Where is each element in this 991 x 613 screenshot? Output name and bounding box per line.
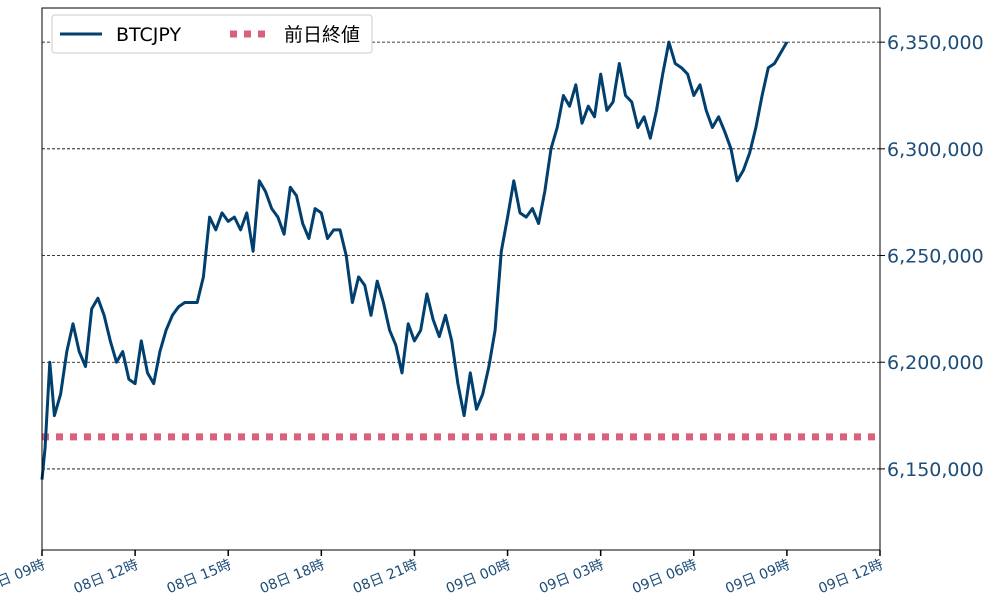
x-tick-label: 08日 21時	[351, 557, 420, 597]
y-tick-label: 6,250,000	[887, 246, 984, 268]
legend-label-prev-close: 前日終値	[284, 24, 360, 46]
plot-frame	[41, 7, 881, 551]
y-tick-label: 6,350,000	[887, 32, 984, 54]
x-tick-label: 09日 03時	[537, 557, 606, 597]
x-axis-ticks: 08日 09時 08日 12時 08日 15時 08日 18時 08日 21時 09日 0…	[0, 550, 885, 597]
y-axis-ticks: 6,150,000 6,200,000 6,250,000 6,300,000 6,35…	[880, 32, 984, 481]
legend-box	[51, 14, 373, 54]
x-tick-label: 08日 15時	[165, 557, 234, 597]
x-tick-label: 09日 09時	[723, 557, 792, 597]
y-tick-label: 6,150,000	[887, 459, 984, 481]
x-tick-label: 09日 00時	[444, 557, 513, 597]
x-tick-label: 08日 18時	[258, 557, 327, 597]
legend-label-btcjpy: BTCJPY	[116, 24, 181, 46]
x-tick-label: 08日 09時	[0, 557, 47, 597]
legend: BTCJPY 前日終値	[51, 14, 373, 54]
plot-marks	[40, 40, 880, 480]
series-line-btcjpy	[40, 40, 789, 480]
x-tick-label: 09日 12時	[816, 557, 885, 597]
y-tick-label: 6,300,000	[887, 139, 984, 161]
x-tick-label: 08日 12時	[71, 557, 140, 597]
x-tick-label: 09日 06時	[630, 557, 699, 597]
y-tick-label: 6,200,000	[887, 352, 984, 374]
axes	[41, 7, 881, 551]
